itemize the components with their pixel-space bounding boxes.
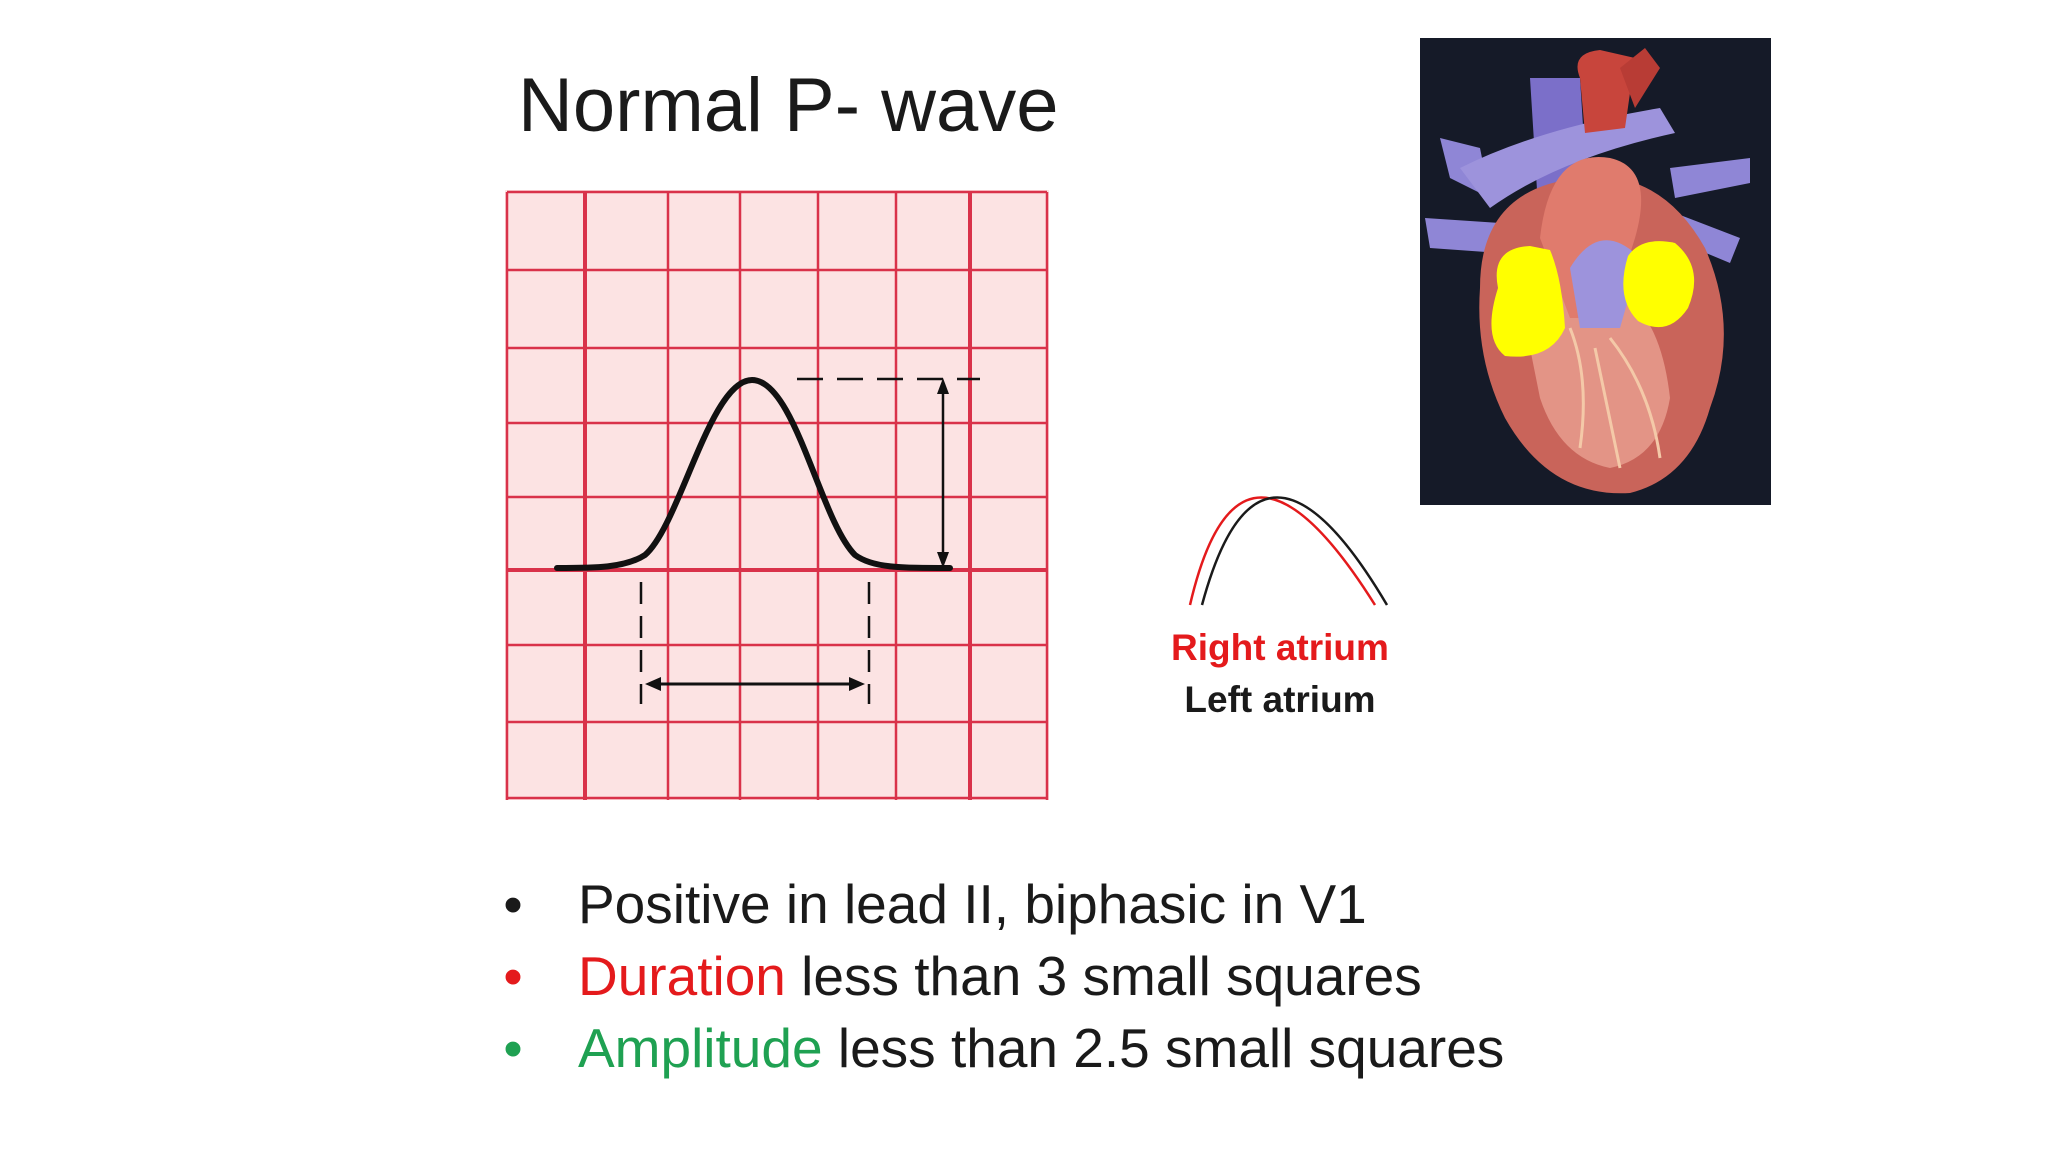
bullet-rest: less than 2.5 small squares (822, 1017, 1505, 1079)
bullet-rest: Positive in lead II, biphasic in V1 (578, 873, 1367, 935)
duration-arrow-head-right (849, 677, 865, 691)
conduction-lines (1568, 327, 1662, 469)
great-vessels (1425, 48, 1750, 263)
legend-left-atrium: Left atrium (1184, 679, 1376, 720)
bullet-dot: • (503, 945, 523, 1007)
bullet-item: • Positive in lead II, biphasic in V1 (498, 868, 1798, 940)
bullet-dot: • (503, 1017, 523, 1079)
right-atrium-curve (1188, 496, 1377, 606)
bullet-highlight-duration: Duration (578, 945, 786, 1007)
bullet-list: • Positive in lead II, biphasic in V1 • … (498, 868, 1798, 1084)
bullet-text: Duration less than 3 small squares (578, 940, 1422, 1012)
p-wave-curve (554, 376, 953, 571)
legend-right-atrium: Right atrium (1171, 627, 1389, 668)
ecg-grid-diagram (505, 190, 1049, 800)
bullet-highlight-amplitude: Amplitude (578, 1017, 823, 1079)
atria-curves-diagram (1188, 496, 1389, 606)
grid-background (505, 190, 1049, 800)
bullet-item: • Duration less than 3 small squares (498, 940, 1798, 1012)
slide-title: Normal P- wave (518, 63, 1059, 148)
grid-lines (505, 190, 1049, 800)
bullet-text: Positive in lead II, biphasic in V1 (578, 868, 1367, 940)
bullet-rest: less than 3 small squares (785, 945, 1422, 1007)
left-atrium-highlight (1623, 241, 1695, 328)
amplitude-arrow-head-bottom (937, 552, 949, 568)
right-atrium-highlight (1491, 246, 1565, 357)
amplitude-arrow-head-top (937, 378, 949, 394)
atria-legend: Right atrium Left atrium (1130, 622, 1430, 726)
bullet-dot: • (503, 873, 523, 935)
bullet-item: • Amplitude less than 2.5 small squares (498, 1012, 1798, 1084)
left-atrium-curve (1200, 496, 1389, 606)
bullet-text: Amplitude less than 2.5 small squares (578, 1012, 1504, 1084)
pulmonary-vessel (1570, 240, 1640, 328)
heart-illustration (1420, 38, 1771, 505)
duration-arrow-head-left (645, 677, 661, 691)
